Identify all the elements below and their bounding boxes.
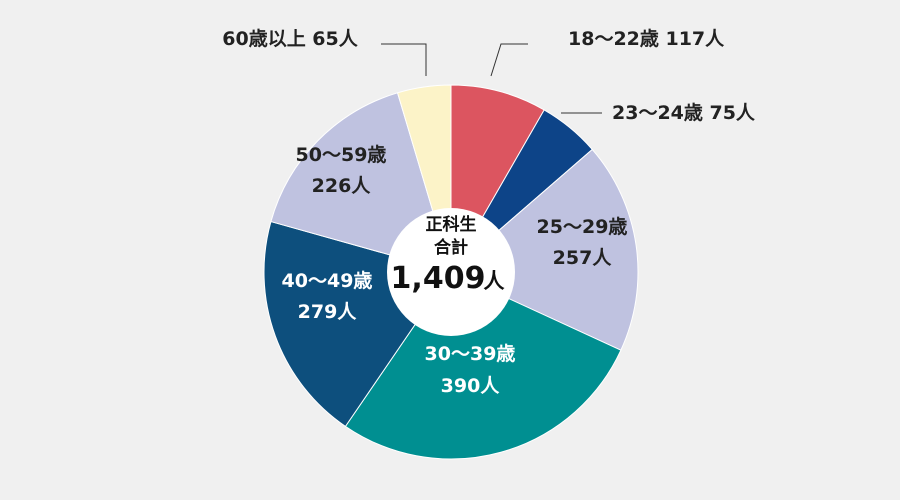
- pie-slice-2: [450, 148, 639, 351]
- slice-value-label-5: 226人: [312, 175, 372, 197]
- slice-label-1: 23～24歳 75人: [612, 102, 756, 124]
- center-total: 1,409: [391, 261, 486, 296]
- center-line2: 合計: [434, 237, 468, 258]
- slice-value-label-2: 257人: [553, 247, 613, 269]
- leader-lines-group: [381, 43, 602, 114]
- slice-label-0: 18～22歳 117人: [568, 28, 725, 50]
- center-line1: 正科生: [426, 214, 477, 235]
- slice-range-label-2: 25～29歳: [537, 216, 628, 238]
- slice-value-label-4: 279人: [298, 301, 358, 323]
- labels-group: 18～22歳 117人 23～24歳 75人 25～29歳 257人 30～39歳 390…: [222, 28, 756, 397]
- leader-line-0: [490, 43, 528, 77]
- slice-range-label-5: 50～59歳: [296, 144, 387, 166]
- leader-line-6: [381, 43, 427, 76]
- center-hole: [387, 208, 515, 336]
- slice-value-label-3: 390人: [441, 375, 501, 397]
- slice-label-6: 60歳以上 65人: [222, 28, 358, 50]
- slice-range-label-3: 30～39歳: [425, 343, 516, 365]
- center-unit: 人: [484, 269, 505, 293]
- pie-slice-3: [344, 271, 622, 460]
- slices-group: [263, 84, 639, 460]
- slice-range-label-4: 40～49歳: [282, 270, 373, 292]
